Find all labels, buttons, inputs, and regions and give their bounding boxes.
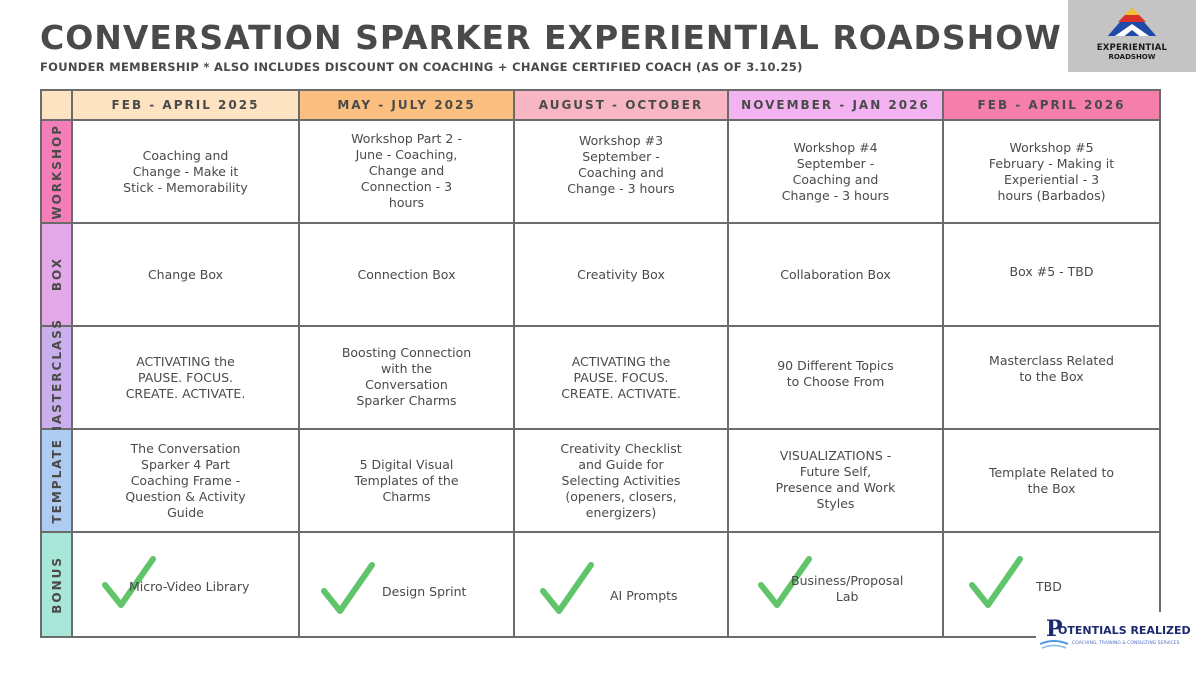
bonus-cell-2: Design Sprint (300, 533, 515, 638)
bonus-label-3: AI Prompts (610, 588, 678, 603)
row-label-template: TEMPLATE (42, 430, 73, 533)
bonus-label-4: Business/Proposal Lab (791, 573, 904, 604)
logo-bottom-tagline: COACHING, TRAINING & CONSULTING SERVICES (1072, 641, 1180, 646)
masterclass-cell-4: 90 Different Topics to Choose From (729, 327, 944, 430)
masterclass-cell-2: Boosting Connection with the Conversatio… (300, 327, 515, 430)
experiential-roadshow-logo: EXPERIENTIAL ROADSHOW (1068, 0, 1196, 72)
bonus-label-1: Micro-Video Library (129, 579, 250, 594)
box-cell-3: Creativity Box (515, 224, 729, 327)
logo-line1: EXPERIENTIAL (1096, 43, 1168, 53)
template-cell-2: 5 Digital Visual Templates of the Charms (300, 430, 515, 533)
roadshow-table: FEB - APRIL 2025 MAY - JULY 2025 AUGUST … (40, 89, 1161, 638)
bonus-label-2: Design Sprint (382, 584, 467, 599)
row-label-workshop: WORKSHOP (42, 121, 73, 224)
checkmark-icon (321, 562, 375, 614)
template-cell-1: The Conversation Sparker 4 Part Coaching… (73, 430, 300, 533)
bonus-cell-3: AI Prompts (515, 533, 729, 638)
box-cell-1: Change Box (73, 224, 300, 327)
template-cell-3: Creativity Checklist and Guide for Selec… (515, 430, 729, 533)
page-title: CONVERSATION SPARKER EXPERIENTIAL ROADSH… (40, 18, 1062, 57)
box-cell-5: Box #5 - TBD (944, 224, 1161, 327)
bonus-cell-4: Business/Proposal Lab (729, 533, 944, 638)
box-cell-4: Collaboration Box (729, 224, 944, 327)
column-header-4: NOVEMBER - JAN 2026 (729, 91, 944, 121)
box-cell-2: Connection Box (300, 224, 515, 327)
masterclass-cell-1: ACTIVATING the PAUSE. FOCUS. CREATE. ACT… (73, 327, 300, 430)
column-header-3: AUGUST - OCTOBER (515, 91, 729, 121)
masterclass-cell-3: ACTIVATING the PAUSE. FOCUS. CREATE. ACT… (515, 327, 729, 430)
row-label-masterclass: MASTERCLASS (42, 318, 73, 438)
workshop-cell-2: Workshop Part 2 - June - Coaching, Chang… (300, 121, 515, 224)
column-header-1: FEB - APRIL 2025 (73, 91, 300, 121)
logo-line2: ROADSHOW (1108, 53, 1156, 61)
column-header-2: MAY - JULY 2025 (300, 91, 515, 121)
bonus-label-5: TBD (1036, 579, 1062, 594)
checkmark-icon (540, 562, 594, 614)
potentials-realized-logo: P OTENTIALS REALIZED COACHING, TRAINING … (1036, 612, 1196, 656)
workshop-cell-5: Workshop #5 February - Making it Experie… (944, 121, 1161, 224)
svg-text:P: P (1046, 616, 1063, 642)
workshop-cell-4: Workshop #4 September - Coaching and Cha… (729, 121, 944, 224)
p-swirl-icon: P (1039, 616, 1069, 649)
workshop-cell-1: Coaching and Change - Make it Stick - Me… (73, 121, 300, 224)
checkmark-icon (969, 556, 1023, 608)
corner-cell (42, 91, 73, 121)
workshop-cell-3: Workshop #3 September - Coaching and Cha… (515, 121, 729, 224)
checkmark-icon (102, 556, 156, 608)
checkmark-icon (758, 556, 812, 608)
template-cell-4: VISUALIZATIONS - Future Self, Presence a… (729, 430, 944, 533)
roadshow-mountain-icon (1102, 8, 1162, 39)
row-label-box: BOX (42, 224, 73, 327)
template-cell-5: Template Related to the Box (944, 430, 1161, 533)
bonus-cell-1: Micro-Video Library (73, 533, 300, 638)
masterclass-cell-5: Masterclass Related to the Box (944, 327, 1161, 430)
column-header-5: FEB - APRIL 2026 (944, 91, 1161, 121)
page-subtitle: FOUNDER MEMBERSHIP * ALSO INCLUDES DISCO… (40, 60, 803, 74)
logo-bottom-name: OTENTIALS REALIZED (1058, 624, 1191, 637)
row-label-bonus: BONUS (42, 533, 73, 638)
